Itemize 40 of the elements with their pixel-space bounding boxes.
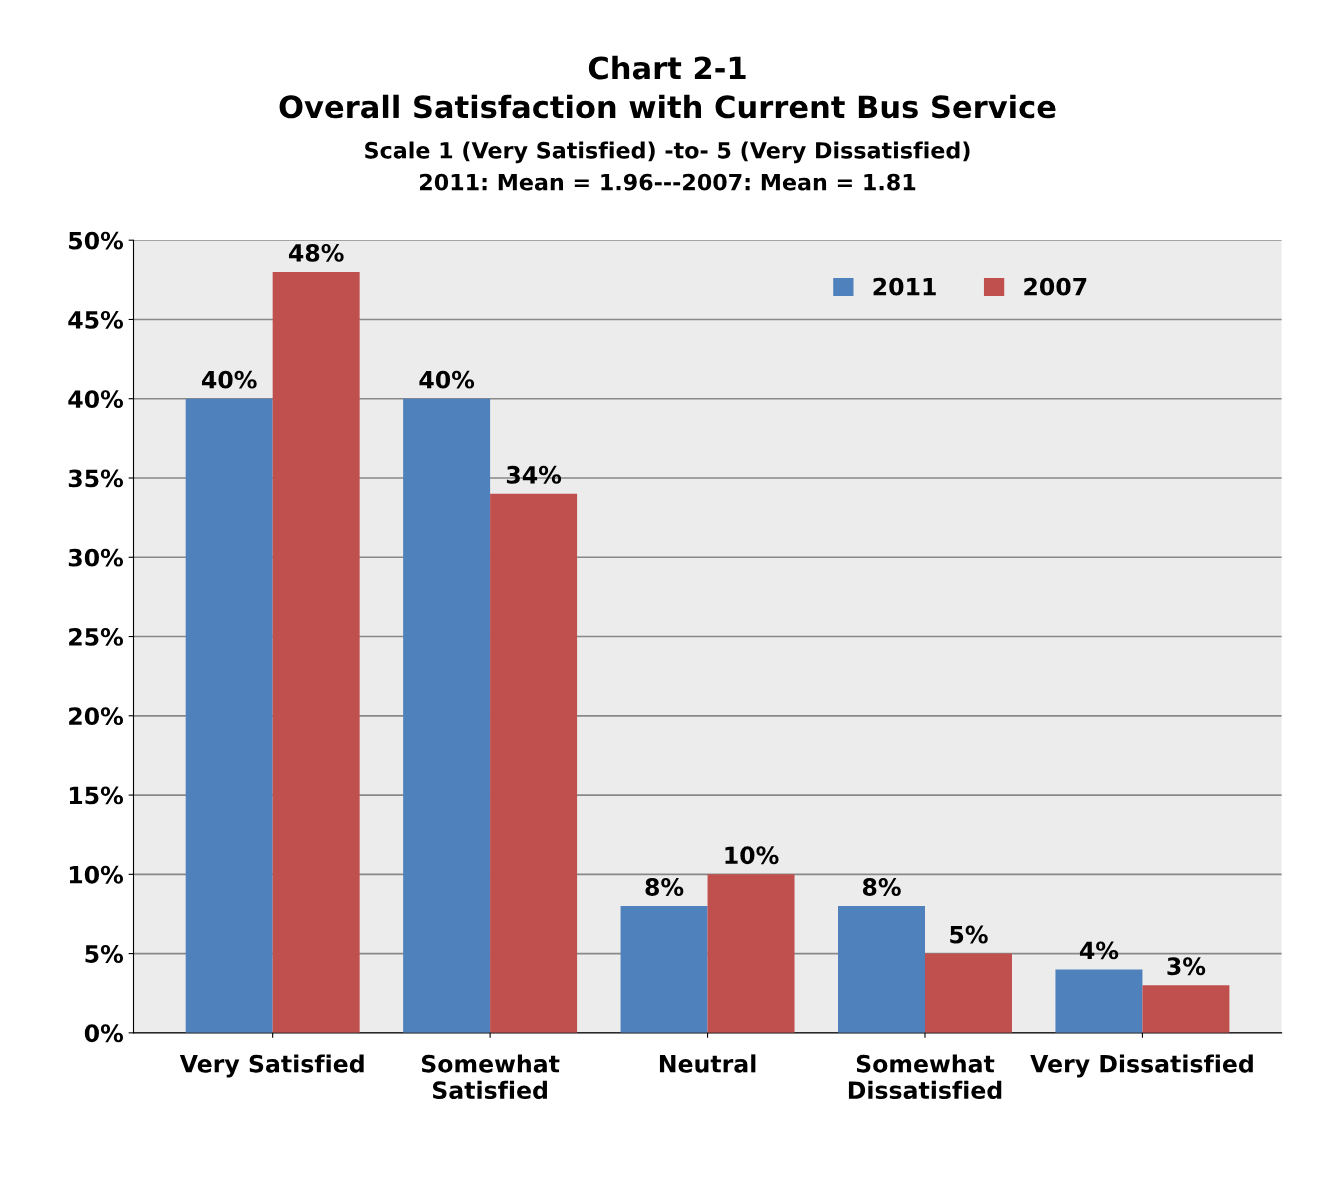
y-tick-label: 40% — [68, 390, 124, 409]
y-tick-label: 45% — [68, 310, 124, 329]
bar — [490, 493, 578, 1033]
data-label: 40% — [201, 370, 257, 389]
y-tick-label: 25% — [69, 627, 124, 646]
legend-label: 2011 — [873, 277, 936, 296]
y-tick-label: 0% — [84, 1024, 124, 1043]
data-label: 34% — [506, 465, 562, 484]
bar — [707, 874, 795, 1033]
chart-subtitle: Scale 1 (Very Satisfied) -to- 5 (Very Dissatisfied) 2011: Mean = 1.96---2007: Mean = 1.81 — [365, 141, 970, 191]
x-tick-label: Neutral — [659, 1054, 756, 1073]
bar — [403, 398, 491, 1033]
x-tick-label: Very Dissatisfied — [1030, 1054, 1253, 1078]
legend-label: 2007 — [1024, 277, 1087, 296]
data-label: 3% — [1167, 957, 1206, 976]
data-label: 40% — [419, 370, 475, 389]
x-tick-label: Somewhat Dissatisfied — [848, 1054, 1002, 1100]
x-tick-label: Somewhat Satisfied — [421, 1054, 560, 1100]
data-label: 5% — [950, 925, 988, 944]
bar — [620, 906, 708, 1033]
y-tick-label: 15% — [69, 786, 124, 805]
y-tick-label: 30% — [68, 548, 124, 567]
data-label: 10% — [725, 846, 779, 865]
y-tick-label: 10% — [69, 865, 124, 884]
bar — [1055, 969, 1143, 1033]
y-tick-label: 5% — [85, 945, 124, 963]
bar — [924, 953, 1012, 1033]
data-label: 8% — [862, 878, 901, 896]
data-label: 4% — [1079, 941, 1119, 960]
bar — [1142, 985, 1230, 1033]
bar — [838, 906, 925, 1033]
bar — [185, 398, 273, 1033]
y-tick-label: 35% — [68, 469, 124, 488]
data-label: 48% — [288, 243, 344, 262]
y-tick-label: 50% — [69, 231, 124, 250]
chart-title: Chart 2-1 Overall Satisfaction with Current Bus Service — [279, 55, 1056, 119]
data-label: 8% — [645, 878, 684, 896]
y-tick-label: 20% — [69, 707, 124, 726]
bar — [272, 271, 360, 1033]
x-tick-label: Very Satisfied — [179, 1054, 364, 1078]
